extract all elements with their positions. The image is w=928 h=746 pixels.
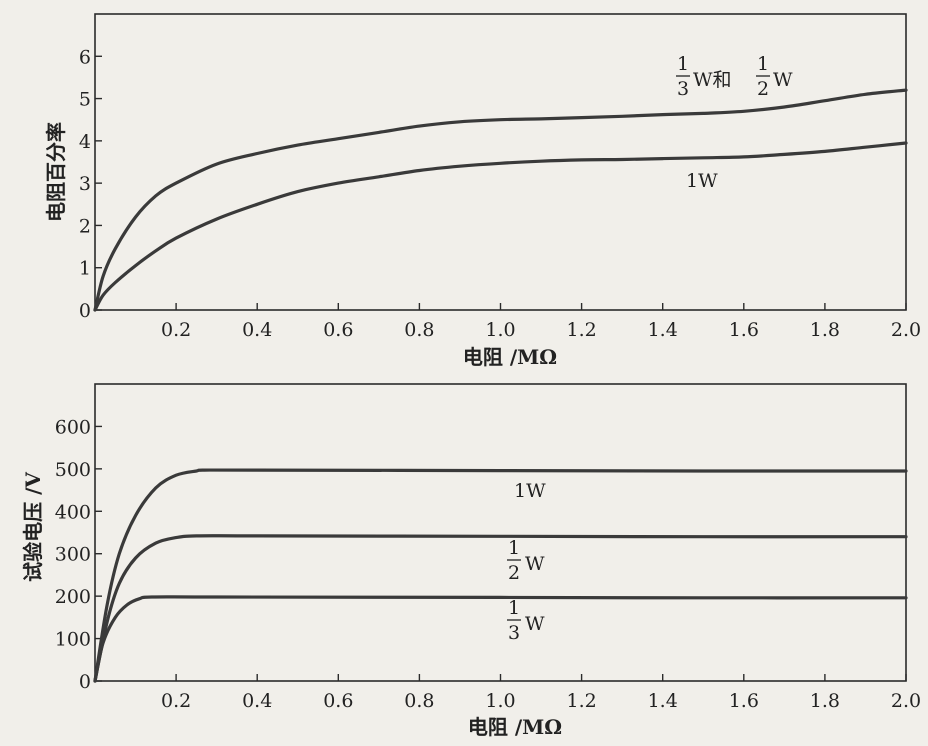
bottom-series-group [93, 468, 908, 683]
top-chart: 0.2 0.4 0.6 0.8 1.0 1.2 1.4 1.6 1.8 2.0 0 1 2 3 4 5 6 电… [44, 13, 921, 369]
y-tick-label: 500 [55, 459, 91, 481]
x-tick-label: 1.0 [485, 690, 515, 712]
series-line-1w [93, 468, 908, 683]
y-tick-label: 400 [55, 501, 91, 523]
top-y-axis-label: 电阻百分率 [44, 122, 68, 222]
x-tick-label: 2.0 [891, 319, 921, 341]
series-line-1-3w [93, 595, 908, 683]
x-tick-label: 1.8 [810, 690, 840, 712]
top-series-label-third-and-half-w: 1 3 W和 1 2 W [676, 53, 793, 100]
x-tick-label: 1.0 [485, 319, 515, 341]
x-tick-label: 2.0 [891, 690, 921, 712]
label-unit-1: W和 [693, 69, 732, 91]
bottom-series-label-half-w: 1 2 W [507, 537, 545, 584]
label-numerator: 1 [508, 537, 520, 559]
series-line-1-2w [93, 534, 908, 683]
y-tick-label: 100 [55, 629, 91, 651]
x-tick-label: 1.2 [566, 690, 596, 712]
y-tick-label: 0 [79, 671, 91, 693]
y-tick-label: 2 [79, 215, 91, 237]
bottom-chart: 0.2 0.4 0.6 0.8 1.0 1.2 1.4 1.6 1.8 2.0 010020030… [21, 383, 921, 739]
label-unit-2: W [773, 69, 793, 91]
y-tick-label: 0 [79, 300, 91, 322]
y-tick-label: 6 [79, 46, 91, 68]
top-series-label-1w: 1W [686, 170, 718, 192]
label-unit: W [525, 553, 545, 575]
label-numerator-1: 1 [677, 53, 689, 75]
x-tick-label: 0.2 [161, 690, 191, 712]
x-tick-label: 1.6 [729, 319, 759, 341]
bottom-x-axis: 0.2 0.4 0.6 0.8 1.0 1.2 1.4 1.6 1.8 2.0 [161, 674, 921, 712]
label-denominator: 2 [508, 562, 520, 584]
x-tick-label: 1.4 [648, 690, 678, 712]
label-numerator: 1 [508, 597, 520, 619]
bottom-x-axis-label: 电阻 /MΩ [468, 715, 562, 739]
series-line-1-3w-1-2w [93, 88, 908, 312]
y-tick-label: 5 [79, 89, 91, 111]
bottom-y-axis: 0 100 200 300 400 500 600 [55, 416, 102, 693]
top-x-axis-label: 电阻 /MΩ [463, 345, 557, 369]
x-tick-label: 1.8 [810, 319, 840, 341]
bottom-plot-frame [94, 383, 907, 682]
label-unit: W [525, 613, 545, 635]
x-tick-label: 0.4 [242, 319, 272, 341]
x-tick-label: 1.4 [648, 319, 678, 341]
x-tick-label: 0.6 [323, 690, 353, 712]
top-x-axis: 0.2 0.4 0.6 0.8 1.0 1.2 1.4 1.6 1.8 2.0 [161, 303, 921, 341]
label-denominator-1: 3 [677, 78, 689, 100]
x-tick-label: 1.2 [566, 319, 596, 341]
bottom-series-label-third-w: 1 3 W [507, 597, 545, 644]
label-numerator-2: 1 [757, 53, 769, 75]
y-tick-label: 200 [55, 586, 91, 608]
y-tick-label: 600 [55, 416, 91, 438]
x-tick-label: 0.2 [161, 319, 191, 341]
bottom-y-axis-label: 试验电压 /V [21, 472, 45, 582]
label-denominator: 3 [508, 622, 520, 644]
y-tick-label: 1 [79, 258, 91, 280]
bottom-series-label-1w: 1W [514, 480, 546, 502]
label-denominator-2: 2 [757, 78, 769, 100]
x-tick-label: 0.6 [323, 319, 353, 341]
x-tick-label: 0.8 [404, 690, 434, 712]
top-series-group [93, 88, 908, 312]
x-tick-label: 1.6 [729, 690, 759, 712]
y-tick-label: 300 [55, 544, 91, 566]
top-y-axis: 0 1 2 3 4 5 6 [79, 46, 102, 322]
y-tick-label: 4 [79, 131, 91, 153]
x-tick-label: 0.8 [404, 319, 434, 341]
x-tick-label: 0.4 [242, 690, 272, 712]
series-line-1w [93, 141, 908, 312]
y-tick-label: 3 [79, 173, 91, 195]
